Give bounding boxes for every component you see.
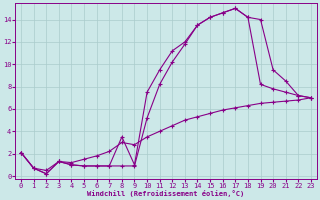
X-axis label: Windchill (Refroidissement éolien,°C): Windchill (Refroidissement éolien,°C) bbox=[87, 190, 244, 197]
